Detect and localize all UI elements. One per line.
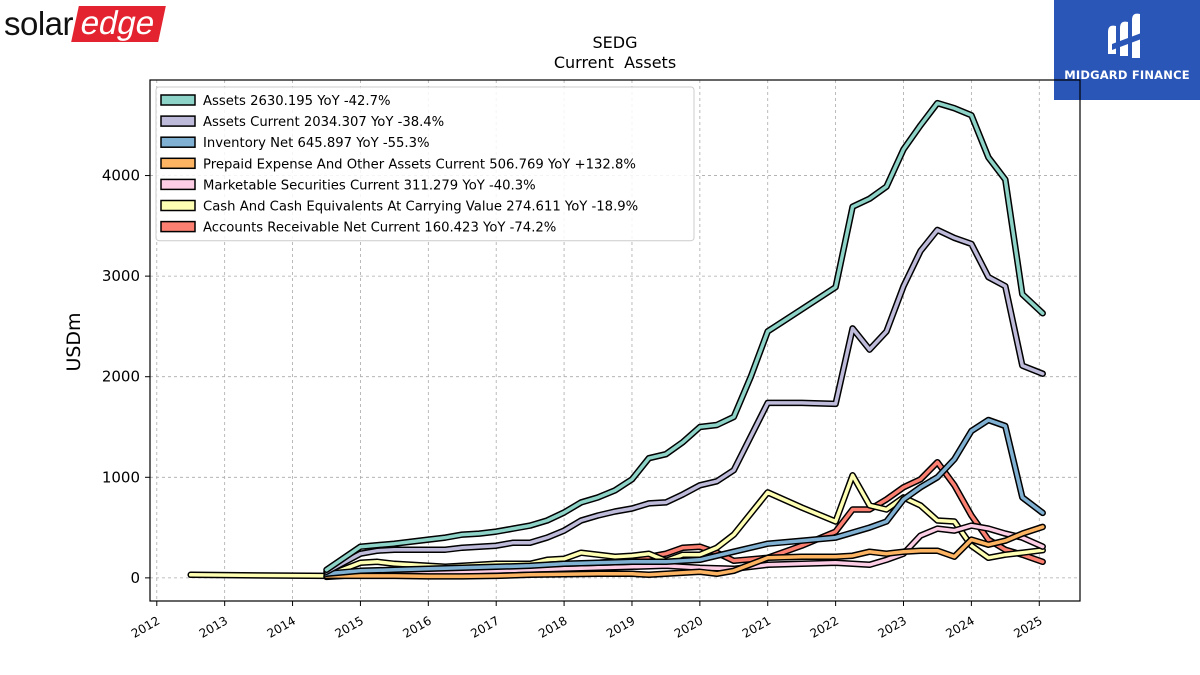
x-tick-label: 2019	[604, 613, 637, 640]
y-tick-label: 2000	[102, 368, 140, 386]
plot-frame	[149, 79, 1081, 602]
x-tick-label: 2013	[197, 613, 230, 640]
x-tick-label: 2025	[1011, 613, 1044, 640]
legend-label: Assets 2630.195 YoY -42.7%	[203, 94, 391, 109]
chart-title: SEDG	[593, 33, 638, 52]
x-tick-label: 2024	[943, 613, 976, 640]
midgard-mark-icon	[1108, 13, 1144, 59]
x-tick-label: 2014	[265, 613, 298, 640]
chart-subtitle: Current Assets	[554, 53, 676, 72]
x-tick-label: 2016	[400, 613, 433, 640]
legend-label: Assets Current 2034.307 YoY -38.4%	[203, 115, 444, 130]
x-tick-label: 2021	[740, 613, 773, 640]
solaredge-logo: solar edge	[4, 4, 167, 44]
series-line	[324, 418, 1045, 576]
midgard-finance-logo: MIDGARD FINANCE	[1054, 0, 1200, 100]
x-tick-label: 2022	[808, 613, 841, 640]
x-tick-label: 2023	[876, 613, 909, 640]
legend: Assets 2630.195 YoY -42.7% Assets Current…	[155, 86, 695, 242]
logo-text-solar: solar	[4, 5, 74, 42]
y-axis-label: USDm	[63, 312, 85, 371]
series-line	[324, 101, 1045, 572]
legend-label: Inventory Net 645.897 YoY -55.3%	[203, 136, 430, 151]
legend-swatch	[160, 178, 196, 191]
legend-label: Prepaid Expense And Other Assets Current…	[203, 157, 636, 172]
y-tick-label: 4000	[102, 167, 140, 185]
y-tick-label: 1000	[102, 468, 140, 486]
y-tick-label: 3000	[102, 267, 140, 285]
legend-label: Accounts Receivable Net Current 160.423 …	[203, 221, 556, 236]
x-tick-label: 2012	[129, 613, 162, 640]
series-lines	[187, 99, 1046, 581]
legend-swatch	[160, 94, 196, 106]
legend-swatch	[160, 199, 196, 212]
y-tick-label: 0	[130, 569, 140, 587]
legend-swatch	[160, 136, 196, 148]
legend-label: Marketable Securities Current 311.279 Yo…	[203, 178, 536, 193]
x-tick-label: 2018	[536, 613, 569, 640]
legend-label: Cash And Cash Equivalents At Carrying Va…	[203, 200, 638, 215]
x-tick-label: 2015	[332, 613, 365, 640]
legend-swatch	[160, 115, 196, 127]
legend-box	[155, 86, 695, 242]
series-line	[324, 228, 1045, 574]
x-tick-label: 2017	[468, 613, 501, 640]
midgard-logo-text: MIDGARD FINANCE	[1064, 68, 1190, 82]
series-line	[324, 523, 1045, 579]
x-tick-label: 2020	[672, 613, 705, 640]
legend-swatch	[160, 220, 196, 233]
legend-swatch	[160, 157, 196, 170]
series-line	[324, 525, 1045, 579]
